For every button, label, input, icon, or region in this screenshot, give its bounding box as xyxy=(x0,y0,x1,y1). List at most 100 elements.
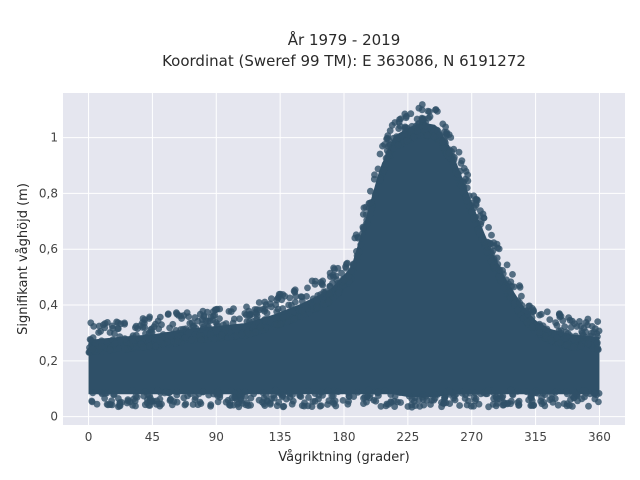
data-point xyxy=(132,331,140,339)
x-tick-label-6: 270 xyxy=(460,430,483,444)
data-point xyxy=(480,214,488,222)
data-point xyxy=(553,334,561,342)
data-point xyxy=(566,402,573,409)
data-point xyxy=(460,388,467,395)
data-point xyxy=(308,277,316,285)
data-point xyxy=(595,390,603,397)
data-point xyxy=(414,127,421,135)
data-point xyxy=(441,394,448,402)
data-point xyxy=(252,328,259,336)
data-point xyxy=(264,397,271,405)
data-point xyxy=(139,315,147,322)
data-point xyxy=(279,403,287,411)
data-point xyxy=(374,165,382,173)
data-point xyxy=(383,134,391,142)
data-point xyxy=(371,192,379,199)
data-point xyxy=(466,389,473,397)
y-axis-ticks: 0 0,2 0,4 0,6 0,8 1 xyxy=(39,131,58,424)
data-point xyxy=(158,321,165,329)
data-point xyxy=(493,254,501,262)
data-point xyxy=(456,402,463,409)
data-point xyxy=(492,402,500,410)
data-point xyxy=(539,389,547,397)
data-point xyxy=(132,402,139,410)
data-point xyxy=(394,141,402,149)
data-point xyxy=(561,323,569,330)
data-point xyxy=(218,331,226,339)
data-point xyxy=(206,317,214,325)
data-point xyxy=(117,336,125,344)
data-point xyxy=(128,386,136,394)
data-point xyxy=(536,329,543,336)
data-point xyxy=(350,261,357,268)
data-point xyxy=(562,388,570,395)
data-point xyxy=(344,400,352,408)
data-point xyxy=(484,386,492,394)
data-point xyxy=(243,303,250,311)
data-point xyxy=(571,389,579,397)
data-points xyxy=(85,101,603,411)
x-tick-label-8: 360 xyxy=(588,430,611,444)
data-point xyxy=(291,286,299,294)
data-point xyxy=(340,277,348,284)
data-point xyxy=(556,313,564,321)
data-point xyxy=(270,391,278,399)
data-point xyxy=(97,328,104,335)
data-point xyxy=(562,328,570,336)
data-point xyxy=(236,315,243,323)
data-point xyxy=(181,401,189,409)
data-point xyxy=(403,137,411,145)
data-point xyxy=(410,133,417,141)
data-point xyxy=(515,401,523,409)
data-point xyxy=(463,184,471,192)
data-point xyxy=(268,295,275,302)
data-point xyxy=(359,211,367,218)
data-point xyxy=(485,224,492,231)
data-point xyxy=(156,337,164,345)
data-point xyxy=(595,398,602,406)
data-point xyxy=(567,323,575,331)
data-point xyxy=(419,115,427,123)
data-point xyxy=(214,388,222,396)
x-tick-label-7: 315 xyxy=(524,430,547,444)
data-point xyxy=(439,144,447,151)
data-point xyxy=(477,207,484,215)
data-point xyxy=(402,114,410,122)
data-point xyxy=(194,401,202,409)
data-point xyxy=(366,200,374,207)
data-point xyxy=(97,389,105,396)
data-point xyxy=(207,331,214,338)
data-point xyxy=(523,307,530,315)
data-point xyxy=(329,279,336,287)
data-point xyxy=(167,332,175,340)
data-point xyxy=(581,387,589,395)
data-point xyxy=(246,318,253,325)
data-point xyxy=(500,284,508,292)
data-point xyxy=(354,388,362,396)
data-point xyxy=(313,298,321,305)
data-point xyxy=(570,343,578,351)
data-point xyxy=(510,283,518,291)
data-point xyxy=(360,204,368,212)
data-point xyxy=(89,389,97,397)
data-point xyxy=(225,308,233,315)
data-point xyxy=(279,314,287,321)
data-point xyxy=(121,319,128,327)
data-point xyxy=(463,401,471,409)
data-point xyxy=(454,170,462,178)
data-point xyxy=(529,390,537,398)
data-point xyxy=(185,329,192,337)
data-point xyxy=(116,399,124,406)
x-tick-label-3: 135 xyxy=(269,430,292,444)
data-point xyxy=(420,401,428,409)
data-point xyxy=(591,325,599,333)
data-point xyxy=(470,215,478,223)
chart-title-line-1: År 1979 - 2019 xyxy=(288,30,401,49)
data-point xyxy=(386,127,394,134)
data-point xyxy=(507,294,515,301)
data-point xyxy=(431,391,439,398)
data-point xyxy=(376,176,384,184)
data-point xyxy=(424,131,432,139)
data-point xyxy=(516,299,523,307)
data-point xyxy=(584,340,592,348)
